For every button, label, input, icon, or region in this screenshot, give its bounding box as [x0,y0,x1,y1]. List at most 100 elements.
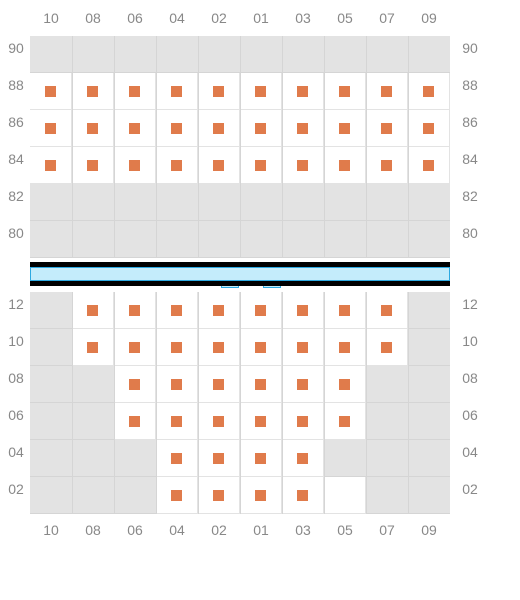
seat-cell[interactable] [72,147,114,184]
seat-cell[interactable] [240,292,282,329]
seat-cell[interactable] [324,147,366,184]
seat-cell[interactable] [324,73,366,110]
vgridline [114,36,115,258]
seat-cell[interactable] [30,73,72,110]
seat-cell[interactable] [30,110,72,147]
seat-cell[interactable] [198,440,240,477]
seat-cell[interactable] [240,329,282,366]
seat-marker [171,416,182,427]
seat-cell[interactable] [282,110,324,147]
row-label-left: 02 [2,481,30,497]
seat-cell[interactable] [366,73,408,110]
row-label-right: 86 [456,114,484,130]
seat-cell[interactable] [114,147,156,184]
seat-cell[interactable] [156,366,198,403]
seat-cell[interactable] [408,73,450,110]
seat-cell[interactable] [240,110,282,147]
seat-cell[interactable] [114,329,156,366]
seat-cell[interactable] [282,329,324,366]
seat-cell[interactable] [156,477,198,514]
row-label-left: 80 [2,225,30,241]
seat-cell[interactable] [156,110,198,147]
seat-cell[interactable] [114,403,156,440]
vgridline [72,292,73,514]
seat-cell[interactable] [156,329,198,366]
seat-cell[interactable] [324,110,366,147]
seat-cell[interactable] [156,403,198,440]
seat-cell[interactable] [366,110,408,147]
seat-cell[interactable] [240,440,282,477]
seat-cell[interactable] [72,73,114,110]
seat-marker [297,453,308,464]
seat-marker [213,490,224,501]
seat-cell[interactable] [72,329,114,366]
seat-cell[interactable] [282,73,324,110]
seat-marker [45,160,56,171]
seat-cell[interactable] [198,110,240,147]
seat-marker [171,342,182,353]
seat-cell[interactable] [198,73,240,110]
seat-cell[interactable] [240,477,282,514]
seat-marker [129,123,140,134]
seat-marker [297,86,308,97]
seat-marker [255,86,266,97]
seat-marker [87,123,98,134]
seat-cell[interactable] [324,403,366,440]
seat-cell[interactable] [30,147,72,184]
seat-cell[interactable] [366,329,408,366]
seat-cell[interactable] [156,147,198,184]
seat-cell[interactable] [114,292,156,329]
seat-cell[interactable] [324,292,366,329]
seat-cell[interactable] [240,403,282,440]
seat-cell[interactable] [366,292,408,329]
seat-cell[interactable] [324,477,366,514]
seat-cell[interactable] [282,366,324,403]
seat-cell[interactable] [156,292,198,329]
seat-marker [381,305,392,316]
seat-cell[interactable] [324,329,366,366]
seat-cell[interactable] [198,403,240,440]
col-label-bottom: 02 [205,522,233,538]
seat-cell[interactable] [198,147,240,184]
seat-cell[interactable] [282,147,324,184]
seat-cell[interactable] [408,147,450,184]
seat-cell[interactable] [282,440,324,477]
col-label-top: 09 [415,10,443,26]
seat-cell[interactable] [240,73,282,110]
seat-cell[interactable] [408,110,450,147]
seat-marker [213,160,224,171]
seat-marker [255,416,266,427]
seat-cell[interactable] [324,366,366,403]
seat-cell[interactable] [198,329,240,366]
seat-marker [45,86,56,97]
vgridline [72,36,73,258]
seat-cell[interactable] [114,110,156,147]
seat-marker [255,342,266,353]
seat-marker [255,490,266,501]
col-label-top: 08 [79,10,107,26]
seat-cell[interactable] [366,147,408,184]
seat-marker [171,453,182,464]
seat-cell[interactable] [282,403,324,440]
col-label-bottom: 08 [79,522,107,538]
seat-cell[interactable] [156,73,198,110]
seat-marker [297,123,308,134]
seat-cell[interactable] [198,477,240,514]
seat-cell[interactable] [282,477,324,514]
seat-cell[interactable] [198,366,240,403]
seat-cell[interactable] [114,366,156,403]
vgridline [366,36,367,258]
seat-marker [381,123,392,134]
seat-cell[interactable] [72,292,114,329]
seat-marker [297,379,308,390]
seat-cell[interactable] [72,110,114,147]
seat-marker [339,342,350,353]
seat-marker [297,490,308,501]
col-label-bottom: 01 [247,522,275,538]
seat-cell[interactable] [198,292,240,329]
seat-cell[interactable] [240,147,282,184]
seat-cell[interactable] [240,366,282,403]
seat-cell[interactable] [156,440,198,477]
seat-cell[interactable] [282,292,324,329]
seat-cell[interactable] [114,73,156,110]
